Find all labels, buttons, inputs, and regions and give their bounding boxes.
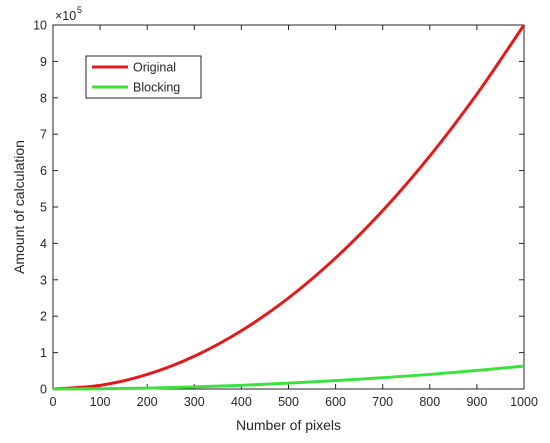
series-layer xyxy=(52,24,526,391)
x-tick-label: 800 xyxy=(419,395,440,409)
y-tick-label: 1 xyxy=(40,346,47,360)
legend: Original Blocking xyxy=(85,55,202,99)
y-multiplier-base: ×10 xyxy=(55,9,76,23)
x-tick-label: 600 xyxy=(325,395,346,409)
series-line-original xyxy=(52,24,526,391)
x-tick-label: 1000 xyxy=(510,395,538,409)
y-tick-label: 4 xyxy=(40,237,47,251)
legend-label-original: Original xyxy=(133,61,176,75)
x-tick-label: 700 xyxy=(372,395,393,409)
y-tick-label: 5 xyxy=(40,201,47,215)
legend-label-blocking: Blocking xyxy=(133,81,180,95)
legend-box xyxy=(85,55,202,99)
y-tick-label: 2 xyxy=(40,310,47,324)
x-tick-label: 200 xyxy=(137,395,158,409)
x-axis-ticks: 0 100 200 300 400 500 600 700 800 900 1000 xyxy=(50,25,538,409)
x-tick-label: 0 xyxy=(50,395,57,409)
x-tick-label: 100 xyxy=(90,395,111,409)
y-tick-label: 8 xyxy=(40,91,47,105)
y-tick-label: 6 xyxy=(40,164,47,178)
y-tick-label: 9 xyxy=(40,55,47,69)
y-multiplier-exponent: 5 xyxy=(77,5,82,15)
x-tick-label: 900 xyxy=(466,395,487,409)
y-axis-title: Amount of calculation xyxy=(11,140,27,274)
y-tick-label: 7 xyxy=(40,128,47,142)
x-tick-label: 500 xyxy=(278,395,299,409)
x-tick-label: 300 xyxy=(184,395,205,409)
x-axis-title: Number of pixels xyxy=(236,417,341,433)
x-tick-label: 400 xyxy=(231,395,252,409)
y-axis-ticks: 0 1 2 3 4 5 6 7 8 9 10 xyxy=(33,19,524,397)
y-tick-label: 3 xyxy=(40,273,47,287)
y-tick-label: 10 xyxy=(33,19,47,33)
y-tick-label: 0 xyxy=(40,383,47,397)
